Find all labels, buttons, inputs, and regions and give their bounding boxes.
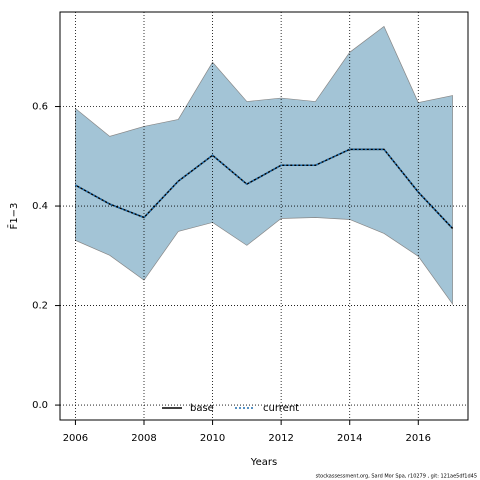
x-tick-label: 2010 <box>200 433 225 444</box>
x-tick-label: 2014 <box>337 433 362 444</box>
x-tick-label: 2006 <box>63 433 88 444</box>
x-axis-label: Years <box>250 457 277 468</box>
legend-label: current <box>263 403 299 414</box>
footer: stockassessment.org, Sard Mor Spa, r1027… <box>316 474 477 480</box>
x-tick-label: 2008 <box>131 433 156 444</box>
series-line <box>75 148 454 229</box>
confidence-band <box>75 25 453 306</box>
y-tick-label: 0.0 <box>32 400 48 411</box>
y-tick-label: 0.2 <box>32 301 48 312</box>
plot-frame <box>59 11 469 421</box>
y-tick-label: 0.6 <box>32 102 48 113</box>
legend-label: base <box>190 403 214 414</box>
x-tick-label: 2016 <box>406 433 431 444</box>
y-axis-label: F̄1−3 <box>7 203 20 230</box>
x-tick-label: 2012 <box>268 433 293 444</box>
y-tick-label: 0.4 <box>32 201 48 212</box>
